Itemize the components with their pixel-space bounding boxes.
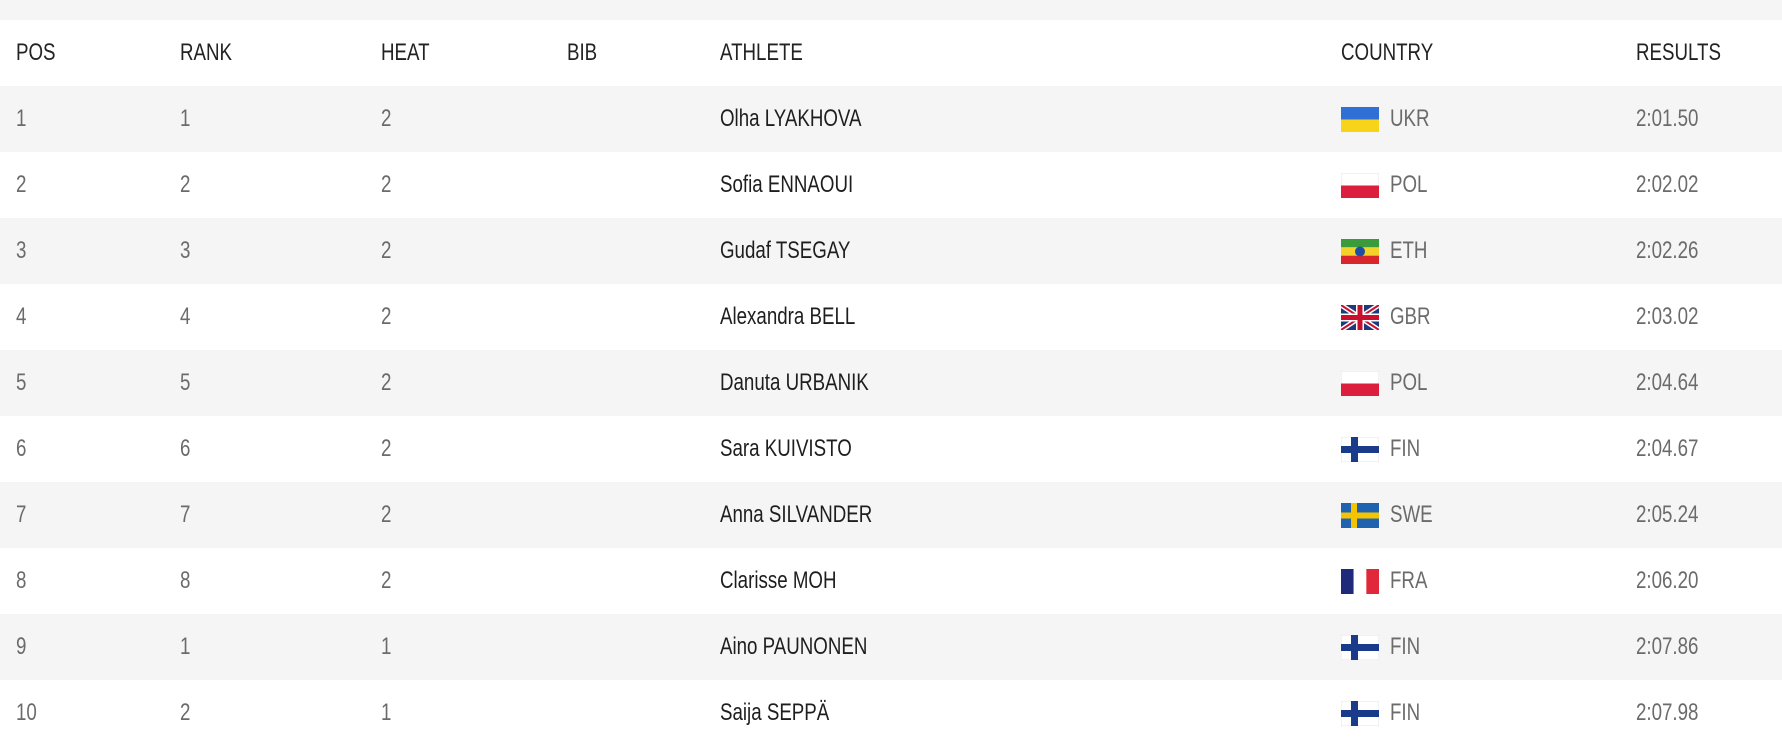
cell-result: 2:04.67 bbox=[1636, 435, 1699, 462]
cell-rank: 6 bbox=[180, 435, 191, 462]
finland-flag-icon bbox=[1340, 436, 1380, 463]
header-results: RESULTS bbox=[1636, 39, 1721, 66]
cell-athlete[interactable]: Gudaf TSEGAY bbox=[720, 237, 851, 264]
cell-pos: 3 bbox=[16, 237, 27, 264]
header-athlete: ATHLETE bbox=[720, 39, 803, 66]
cell-country: ETH bbox=[1390, 237, 1428, 264]
table-row: 10 2 1 Saija SEPPÄ FIN 2:07.98 bbox=[0, 680, 1782, 746]
cell-country: UKR bbox=[1390, 105, 1430, 132]
header-pos: POS bbox=[16, 39, 56, 66]
cell-heat: 2 bbox=[381, 567, 392, 594]
cell-result: 2:07.98 bbox=[1636, 699, 1699, 726]
table-body: 1 1 2 Olha LYAKHOVA UKR 2:01.50 2 2 2 So… bbox=[0, 86, 1782, 746]
table-row: 3 3 2 Gudaf TSEGAY ETH 2:02.26 bbox=[0, 218, 1782, 284]
cell-pos: 9 bbox=[16, 633, 27, 660]
cell-heat: 1 bbox=[381, 699, 392, 726]
poland-flag-icon bbox=[1340, 172, 1380, 199]
table-header-row: POS RANK HEAT BIB ATHLETE COUNTRY RESULT… bbox=[0, 20, 1782, 86]
ethiopia-flag-icon bbox=[1341, 239, 1379, 264]
table-row: 1 1 2 Olha LYAKHOVA UKR 2:01.50 bbox=[0, 86, 1782, 152]
cell-heat: 1 bbox=[381, 633, 392, 660]
cell-rank: 3 bbox=[180, 237, 191, 264]
cell-athlete[interactable]: Aino PAUNONEN bbox=[720, 633, 868, 660]
cell-heat: 2 bbox=[381, 501, 392, 528]
cell-pos: 4 bbox=[16, 303, 27, 330]
cell-country: FIN bbox=[1390, 633, 1421, 660]
cell-rank: 7 bbox=[180, 501, 191, 528]
table-row: 7 7 2 Anna SILVANDER SWE 2:05.24 bbox=[0, 482, 1782, 548]
cell-athlete[interactable]: Anna SILVANDER bbox=[720, 501, 873, 528]
cell-result: 2:07.86 bbox=[1636, 633, 1699, 660]
table-row: 5 5 2 Danuta URBANIK POL 2:04.64 bbox=[0, 350, 1782, 416]
cell-rank: 2 bbox=[180, 699, 191, 726]
cell-rank: 1 bbox=[180, 633, 191, 660]
table-row: 4 4 2 Alexandra BELL GBR 2:03.02 bbox=[0, 284, 1782, 350]
finland-flag-icon bbox=[1340, 700, 1380, 727]
cell-athlete[interactable]: Olha LYAKHOVA bbox=[720, 105, 862, 132]
cell-country: FRA bbox=[1390, 567, 1428, 594]
cell-result: 2:01.50 bbox=[1636, 105, 1699, 132]
cell-country: GBR bbox=[1390, 303, 1431, 330]
cell-athlete[interactable]: Sofia ENNAOUI bbox=[720, 171, 854, 198]
cell-pos: 10 bbox=[16, 699, 37, 726]
cell-country: FIN bbox=[1390, 699, 1421, 726]
poland-flag-icon bbox=[1340, 370, 1380, 397]
cell-result: 2:04.64 bbox=[1636, 369, 1699, 396]
cell-rank: 4 bbox=[180, 303, 191, 330]
cell-rank: 5 bbox=[180, 369, 191, 396]
header-country: COUNTRY bbox=[1341, 39, 1434, 66]
ukraine-flag-icon bbox=[1341, 107, 1379, 132]
cell-heat: 2 bbox=[381, 237, 392, 264]
table-row: 2 2 2 Sofia ENNAOUI POL 2:02.02 bbox=[0, 152, 1782, 218]
cell-rank: 2 bbox=[180, 171, 191, 198]
cell-athlete[interactable]: Alexandra BELL bbox=[720, 303, 856, 330]
cell-athlete[interactable]: Saija SEPPÄ bbox=[720, 699, 830, 726]
cell-rank: 1 bbox=[180, 105, 191, 132]
sweden-flag-icon bbox=[1341, 503, 1379, 528]
cell-result: 2:02.26 bbox=[1636, 237, 1699, 264]
cell-pos: 6 bbox=[16, 435, 27, 462]
cell-athlete[interactable]: Sara KUIVISTO bbox=[720, 435, 852, 462]
cell-pos: 1 bbox=[16, 105, 27, 132]
header-rank: RANK bbox=[180, 39, 233, 66]
cell-result: 2:03.02 bbox=[1636, 303, 1699, 330]
uk-flag-icon bbox=[1339, 302, 1381, 333]
cell-athlete[interactable]: Danuta URBANIK bbox=[720, 369, 869, 396]
cell-heat: 2 bbox=[381, 105, 392, 132]
results-table: POS RANK HEAT BIB ATHLETE COUNTRY RESULT… bbox=[0, 20, 1782, 746]
cell-result: 2:05.24 bbox=[1636, 501, 1699, 528]
cell-athlete[interactable]: Clarisse MOH bbox=[720, 567, 837, 594]
finland-flag-icon bbox=[1340, 634, 1380, 661]
cell-country: POL bbox=[1390, 369, 1428, 396]
cell-pos: 2 bbox=[16, 171, 27, 198]
cell-pos: 5 bbox=[16, 369, 27, 396]
table-row: 8 8 2 Clarisse MOH FRA 2:06.20 bbox=[0, 548, 1782, 614]
cell-result: 2:02.02 bbox=[1636, 171, 1699, 198]
header-bib: BIB bbox=[567, 39, 598, 66]
cell-country: SWE bbox=[1390, 501, 1433, 528]
cell-rank: 8 bbox=[180, 567, 191, 594]
cell-heat: 2 bbox=[381, 435, 392, 462]
table-row: 6 6 2 Sara KUIVISTO FIN 2:04.67 bbox=[0, 416, 1782, 482]
france-flag-icon bbox=[1341, 569, 1379, 594]
cell-result: 2:06.20 bbox=[1636, 567, 1699, 594]
cell-country: FIN bbox=[1390, 435, 1421, 462]
header-heat: HEAT bbox=[381, 39, 430, 66]
cell-pos: 8 bbox=[16, 567, 27, 594]
cell-heat: 2 bbox=[381, 303, 392, 330]
cell-heat: 2 bbox=[381, 171, 392, 198]
table-row: 9 1 1 Aino PAUNONEN FIN 2:07.86 bbox=[0, 614, 1782, 680]
cell-country: POL bbox=[1390, 171, 1428, 198]
cell-pos: 7 bbox=[16, 501, 27, 528]
top-divider-strip bbox=[0, 0, 1782, 20]
cell-heat: 2 bbox=[381, 369, 392, 396]
